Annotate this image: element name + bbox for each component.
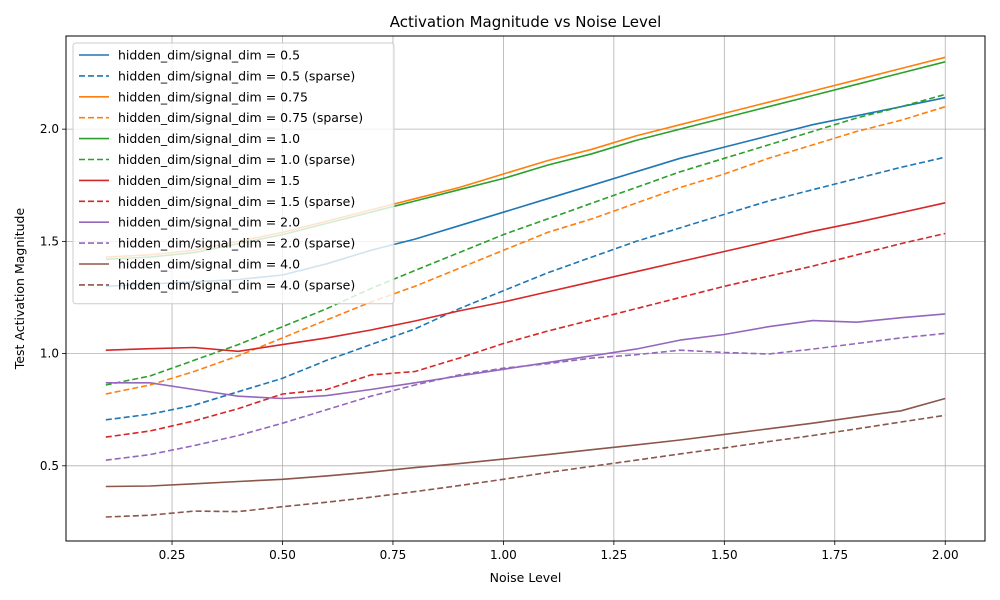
- legend: hidden_dim/signal_dim = 0.5 hidden_dim/si…: [72, 42, 395, 305]
- legend-entry: hidden_dim/signal_dim = 2.0 (sparse): [118, 236, 355, 251]
- x-tick-label: 1.25: [601, 548, 628, 562]
- series-line: [105, 105, 946, 395]
- legend-entry: hidden_dim/signal_dim = 0.5 (sparse): [118, 68, 355, 83]
- x-axis-ticks: 0.25 0.50 0.75 1.00 1.25 1.50 1.75 2.00: [159, 541, 959, 562]
- series-line: [105, 313, 946, 400]
- series-line: [105, 232, 946, 438]
- x-axis-label: Noise Level: [490, 570, 562, 585]
- legend-entry: hidden_dim/signal_dim = 0.5: [118, 48, 300, 63]
- x-tick-label: 2.00: [932, 548, 959, 562]
- y-axis-ticks: 0.5 1.0 1.5 2.0: [40, 122, 66, 473]
- legend-entry: hidden_dim/signal_dim = 2.0: [118, 215, 300, 230]
- legend-box: [72, 42, 395, 305]
- legend-entry: hidden_dim/signal_dim = 1.5: [118, 173, 300, 188]
- x-tick-label: 1.75: [821, 548, 848, 562]
- y-tick-label: 1.0: [40, 347, 59, 361]
- y-tick-label: 2.0: [40, 122, 59, 136]
- x-tick-label: 0.50: [269, 548, 296, 562]
- series-line: [105, 156, 946, 421]
- y-tick-label: 1.5: [40, 234, 59, 248]
- y-axis-label: Test Activation Magnitude: [12, 208, 27, 371]
- y-tick-label: 0.5: [40, 459, 59, 473]
- series-line: [105, 414, 946, 518]
- series-line: [105, 93, 946, 386]
- series-line: [105, 332, 946, 461]
- legend-entry: hidden_dim/signal_dim = 1.5 (sparse): [118, 194, 355, 209]
- legend-entry: hidden_dim/signal_dim = 1.0: [118, 131, 300, 146]
- x-tick-label: 0.25: [159, 548, 186, 562]
- legend-entry: hidden_dim/signal_dim = 1.0 (sparse): [118, 152, 355, 167]
- series-line: [105, 397, 946, 488]
- chart-title: Activation Magnitude vs Noise Level: [390, 13, 662, 31]
- x-tick-label: 0.75: [380, 548, 407, 562]
- series-line: [105, 202, 946, 353]
- legend-entry: hidden_dim/signal_dim = 4.0 (sparse): [118, 277, 355, 292]
- plot-frame: [65, 35, 986, 542]
- legend-entry: hidden_dim/signal_dim = 0.75: [118, 89, 308, 104]
- x-tick-label: 1.50: [711, 548, 738, 562]
- legend-entry: hidden_dim/signal_dim = 0.75 (sparse): [118, 110, 363, 125]
- legend-entry: hidden_dim/signal_dim = 4.0: [118, 257, 300, 272]
- x-tick-label: 1.00: [490, 548, 517, 562]
